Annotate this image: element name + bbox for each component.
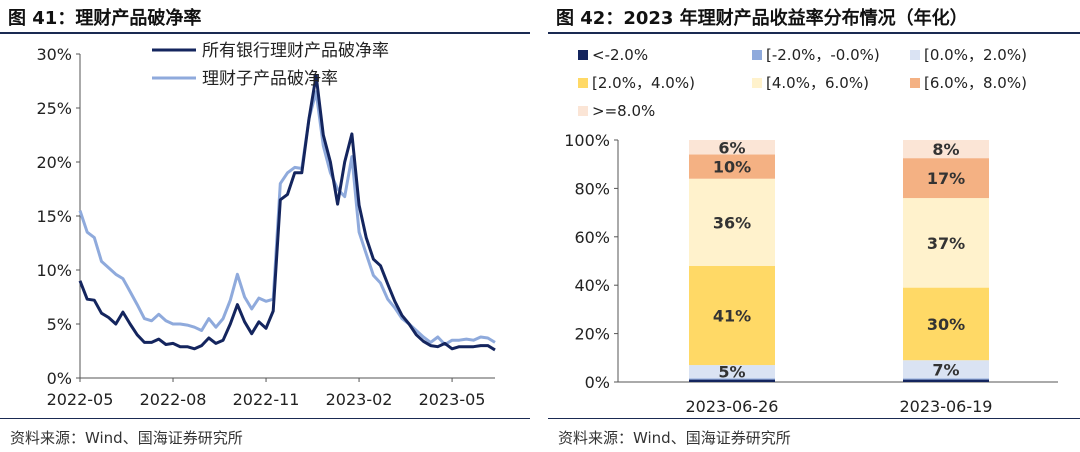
data-label: 17% (927, 169, 965, 188)
y-tick-label: 20% (574, 325, 610, 344)
bar-segment (903, 378, 989, 380)
x-tick-label: 2022-11 (233, 390, 300, 409)
data-label: 5% (718, 363, 745, 382)
line-chart: 0% 5% 10% 15% 20% 25% 30% 2022-05 2022-08 2022-11… (36, 41, 496, 409)
right-source-note: 资料来源：Wind、国海证券研究所 (558, 429, 791, 447)
legend-swatch (752, 78, 762, 88)
bar-segment (903, 158, 989, 199)
y-tick-label: 0% (585, 373, 610, 392)
bar-segment (903, 360, 989, 379)
data-label: 30% (927, 315, 965, 334)
data-label: 8% (932, 140, 959, 159)
legend-label: [4.0%，6.0%) (766, 74, 869, 92)
y-tick-label: 60% (574, 228, 610, 247)
bar-segment (689, 379, 775, 382)
series-line-1 (78, 74, 496, 352)
legend-swatch (752, 50, 762, 60)
stacked-bar-chart: 0% 20% 40% 60% 80% 100% 5% 41% 36% 10%6% 2023-06-2… (564, 46, 1058, 416)
bar-segment (903, 379, 989, 382)
legend-swatch (578, 106, 588, 116)
legend-label: 理财子产品破净率 (202, 69, 338, 89)
y-tick-label: 40% (574, 276, 610, 295)
y-tick-label: 25% (36, 99, 72, 118)
bar-segment (689, 178, 775, 266)
y-tick-label: 100% (564, 131, 610, 150)
bar-segment (903, 198, 989, 288)
legend-swatch (910, 78, 920, 88)
left-source-note: 资料来源：Wind、国海证券研究所 (10, 429, 243, 447)
x-tick-label: 2022-05 (47, 390, 114, 409)
y-tick-label: 30% (36, 45, 72, 64)
legend-label: 所有银行理财产品破净率 (202, 41, 389, 61)
x-tick-label: 2023-05 (419, 390, 486, 409)
legend-label: >=8.0% (592, 102, 655, 120)
legend-label: [0.0%，2.0%) (924, 46, 1027, 64)
legend-label: <-2.0% (592, 46, 648, 64)
legend-label: [-2.0%，-0.0%) (766, 46, 880, 64)
y-tick-label: 5% (47, 315, 72, 334)
right-chart-title: 图 42：2023 年理财产品收益率分布情况（年化） (556, 8, 968, 29)
y-tick-label: 15% (36, 207, 72, 226)
data-label: 10% (713, 158, 751, 177)
series-line-2 (78, 90, 496, 346)
x-tick-label: 2023-02 (326, 390, 393, 409)
bar-segment (689, 140, 775, 155)
y-tick-label: 80% (574, 179, 610, 198)
legend-swatch (578, 78, 588, 88)
x-category-label: 2023-06-26 (686, 397, 779, 416)
data-label: 7% (932, 360, 959, 379)
bar-segment (689, 365, 775, 379)
legend-swatch (910, 50, 920, 60)
legend-swatch (578, 50, 588, 60)
y-tick-label: 0% (47, 369, 72, 388)
left-chart-panel: 图 41：理财产品破净率 0% 5% 10% 15% 20% 25% 30% 2022-05 2… (0, 0, 530, 451)
y-tick-label: 20% (36, 153, 72, 172)
left-title-bar: 图 41：理财产品破净率 (0, 0, 530, 34)
right-source-bar: 资料来源：Wind、国海证券研究所 (548, 418, 1080, 452)
legend-label: [6.0%，8.0%) (924, 74, 1027, 92)
legend-label: [2.0%，4.0%) (592, 74, 695, 92)
x-tick-label: 2022-08 (140, 390, 207, 409)
data-label: 41% (713, 306, 751, 325)
right-chart-panel: 图 42：2023 年理财产品收益率分布情况（年化） 0% 20% 40% 60% 80… (548, 0, 1080, 451)
bar-segment (689, 154, 775, 179)
data-label: 6% (718, 138, 745, 157)
x-category-label: 2023-06-19 (900, 397, 993, 416)
bar-segment (689, 265, 775, 366)
y-tick-label: 10% (36, 261, 72, 280)
left-chart-title: 图 41：理财产品破净率 (8, 8, 202, 29)
left-source-bar: 资料来源：Wind、国海证券研究所 (0, 418, 530, 452)
data-label: 36% (713, 213, 751, 232)
bar-segment (903, 287, 989, 361)
bar-segment (689, 378, 775, 380)
bar-segment (903, 140, 989, 159)
data-label: 37% (927, 234, 965, 253)
right-title-bar: 图 42：2023 年理财产品收益率分布情况（年化） (548, 0, 1080, 34)
